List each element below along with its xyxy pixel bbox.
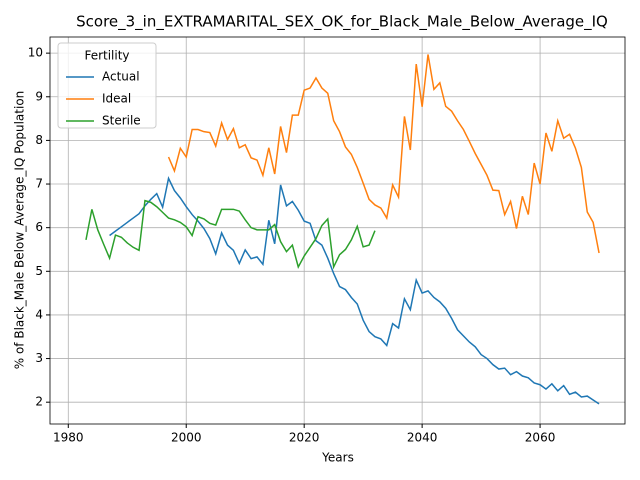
- legend-label: Sterile: [102, 114, 141, 128]
- y-tick-label: 5: [35, 264, 43, 278]
- legend-label: Ideal: [102, 92, 131, 106]
- y-tick-label: 8: [35, 133, 43, 147]
- series-line: [167, 54, 600, 254]
- y-tick-label: 7: [35, 177, 43, 191]
- x-tick-label: 2060: [525, 431, 556, 445]
- y-tick-label: 10: [28, 46, 43, 60]
- y-tick-label: 3: [35, 351, 43, 365]
- x-tick-label: 1980: [53, 431, 84, 445]
- x-tick-label: 2000: [171, 431, 202, 445]
- y-axis-label: % of Black_Male Below_Average_IQ Populat…: [13, 91, 27, 370]
- legend-title: Fertility: [84, 49, 129, 63]
- plot-frame: [49, 36, 626, 425]
- legend-label: Actual: [102, 70, 140, 84]
- y-tick-label: 6: [35, 220, 43, 234]
- y-tick-label: 4: [35, 307, 43, 321]
- legend-box: [57, 42, 157, 129]
- x-tick-label: 2020: [289, 431, 320, 445]
- y-tick-label: 9: [35, 89, 43, 103]
- chart-title: Score_3_in_EXTRAMARITAL_SEX_OK_for_Black…: [76, 13, 608, 32]
- x-axis-label: Years: [321, 451, 354, 465]
- series-line: [109, 176, 600, 405]
- x-tick-label: 2040: [407, 431, 438, 445]
- series-line: [85, 199, 376, 270]
- y-tick-label: 2: [35, 395, 43, 409]
